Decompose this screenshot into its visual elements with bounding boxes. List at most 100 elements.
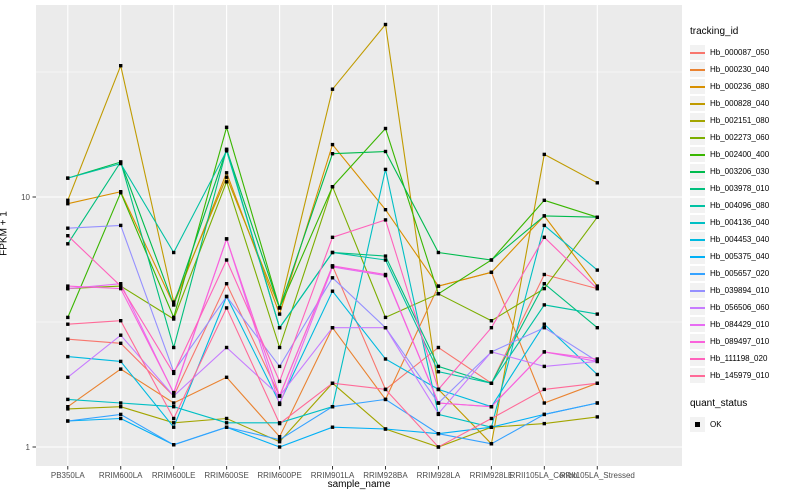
legend-entry-label: Hb_089497_010 [710,337,770,346]
data-point [595,181,599,185]
legend-key-line [690,137,705,139]
data-point [172,345,176,350]
legend: tracking_id Hb_000087_050 Hb_000230_040 Hb… [690,26,798,433]
x-axis-title: sample_name [327,479,391,490]
legend-title: tracking_id [690,26,739,37]
legend-entry-label: Hb_003206_030 [710,167,770,176]
data-point [172,250,176,255]
legend-key-line [690,222,705,224]
legend-key-line [690,256,705,258]
legend-entry: Hb_039894_010 [690,282,798,299]
data-point [436,292,441,296]
legend-key-swatch [690,62,705,77]
data-point [66,354,70,359]
data-point [119,319,123,323]
quant-legend-entry: OK [690,416,798,433]
data-point [542,214,546,218]
legend-key-swatch [690,266,705,281]
data-point [489,416,494,421]
legend-key-swatch [690,181,705,196]
legend-key-swatch [690,334,705,349]
legend-entries: Hb_000087_050 Hb_000230_040 Hb_000236_080 H… [690,44,798,384]
data-point [542,322,546,326]
legend-key-line [690,290,705,292]
data-point [383,258,388,262]
data-point [277,445,282,449]
data-point [172,405,176,409]
legend-entry-label: Hb_002151_080 [710,116,770,125]
x-tick-label: RRIM901LA [311,471,355,480]
data-point [489,425,494,429]
data-point [224,345,229,350]
data-point [436,284,441,288]
x-tick-label: RRIM600SE [204,471,248,480]
data-point [172,416,176,421]
legend-key-line [690,69,705,71]
data-point [277,379,282,384]
data-point [119,412,123,417]
legend-entry: Hb_000236_080 [690,78,798,95]
data-point [542,235,546,239]
data-point [383,387,388,392]
data-point [277,402,282,407]
data-point [119,401,123,405]
legend-entry: Hb_002400_400 [690,146,798,163]
legend-entry: Hb_002151_080 [690,112,798,129]
data-point [277,326,282,330]
legend-key-line [690,205,705,207]
x-tick-label: RRIM928LA [417,471,461,480]
data-point [172,394,176,398]
data-point [172,300,176,304]
data-point [172,401,176,405]
legend-entry-label: Hb_145979_010 [710,371,770,380]
legend-key-line [690,171,705,173]
data-point [172,443,176,447]
data-point [436,364,441,369]
quant-key-swatch [690,417,705,432]
data-point [383,126,388,131]
data-point [542,303,546,307]
data-point [595,284,599,288]
data-point [119,359,123,364]
legend-entry-label: Hb_056506_060 [710,303,770,312]
data-point [66,322,70,326]
legend-key-swatch [690,96,705,111]
data-point [436,370,441,374]
legend-key-line [690,239,705,241]
x-tick-label: RRIM600PE [257,471,301,480]
legend-entry-label: Hb_003978_010 [710,184,770,193]
legend-key-line [690,103,705,105]
data-point [66,242,70,246]
x-tick-label: RRII105LA_Control [510,471,580,480]
legend-entry: Hb_000087_050 [690,44,798,61]
data-point [277,306,282,310]
quant-legend-entries: OK [690,416,798,433]
data-point [119,341,123,345]
data-point [277,345,282,350]
legend-key-swatch [690,283,705,298]
legend-key-swatch [690,198,705,213]
data-point [383,272,388,277]
data-point [383,397,388,402]
legend-key-swatch [690,45,705,60]
data-point [224,171,229,175]
legend-key-line [690,375,705,377]
data-point [542,198,546,202]
legend-entry: Hb_005375_040 [690,248,798,265]
y-tick-label: 10 [21,193,30,202]
data-point [489,270,494,274]
data-point [172,425,176,429]
data-point [224,375,229,379]
legend-entry-label: Hb_084429_010 [710,320,770,329]
data-point [66,407,70,411]
legend-key-swatch [690,215,705,230]
data-point [595,372,599,377]
x-tick-label: RRII105LA_Stressed [560,471,635,480]
data-point [489,319,494,323]
legend-key-swatch [690,317,705,332]
data-point [595,215,599,219]
data-point [330,326,335,330]
legend-entry-label: Hb_005375_040 [710,252,770,261]
